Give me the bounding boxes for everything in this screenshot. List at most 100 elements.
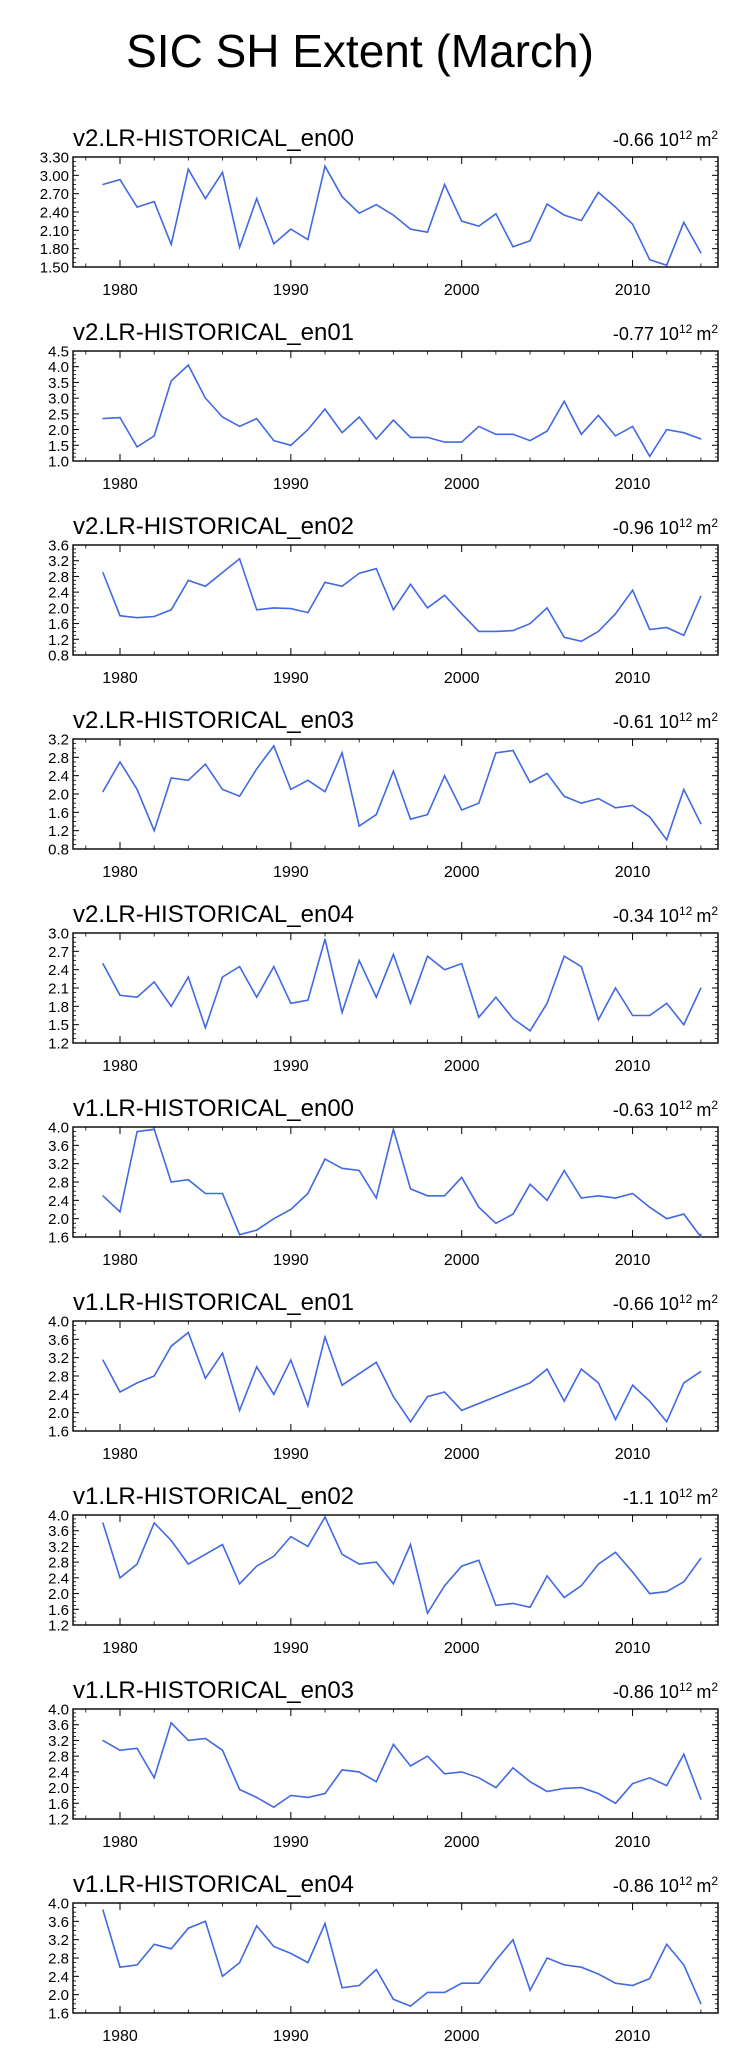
data-point xyxy=(478,425,480,428)
data-point xyxy=(529,1781,531,1783)
x-tick-label: 2000 xyxy=(444,864,480,881)
data-point xyxy=(221,976,224,978)
data-point xyxy=(409,1765,412,1767)
y-tick-label: 4.5 xyxy=(48,344,69,361)
data-point xyxy=(631,1783,634,1785)
data-point xyxy=(392,953,394,955)
data-point xyxy=(478,630,480,633)
data-point xyxy=(409,1188,412,1190)
data-point xyxy=(307,1961,309,1964)
data-point xyxy=(461,1982,463,1984)
data-point xyxy=(392,1128,394,1130)
data-point xyxy=(546,607,548,609)
y-tick-label: 1.8 xyxy=(48,999,69,1016)
data-point xyxy=(392,1583,394,1585)
data-point xyxy=(614,206,617,208)
x-tick-label: 1980 xyxy=(102,282,138,299)
x-tick-label: 2000 xyxy=(444,1058,480,1075)
series-line xyxy=(102,1515,702,1616)
data-point xyxy=(580,1197,582,1199)
x-tick-label: 1990 xyxy=(273,1446,309,1463)
data-point xyxy=(136,1382,138,1384)
y-tick-label: 1.2 xyxy=(48,1618,69,1635)
data-point xyxy=(461,1771,463,1773)
y-tick-label: 2.0 xyxy=(48,1405,69,1422)
data-point xyxy=(256,1366,258,1368)
data-point xyxy=(700,1370,702,1373)
data-point xyxy=(204,1553,207,1555)
y-tick-label: 3.2 xyxy=(48,1733,69,1750)
data-point xyxy=(256,417,258,420)
trend-unit-exponent: 2 xyxy=(711,1098,718,1112)
data-point xyxy=(290,228,292,230)
data-point xyxy=(631,1192,634,1195)
data-point xyxy=(495,433,497,435)
data-point xyxy=(153,830,155,832)
data-point xyxy=(375,1561,377,1563)
data-point xyxy=(461,1409,463,1411)
data-point xyxy=(256,1229,258,1231)
data-point xyxy=(409,228,412,230)
data-point xyxy=(256,768,258,770)
data-point xyxy=(409,583,412,585)
data-point xyxy=(546,1002,548,1004)
data-point xyxy=(426,1991,429,1993)
data-point xyxy=(375,1361,377,1363)
data-point xyxy=(187,1331,189,1334)
data-point xyxy=(307,779,309,781)
y-tick-label: 2.8 xyxy=(48,1555,69,1572)
data-point xyxy=(700,595,702,597)
data-point xyxy=(649,1206,651,1208)
data-point xyxy=(614,1197,617,1199)
data-point xyxy=(221,1352,224,1354)
y-tick-label: 2.7 xyxy=(48,944,69,961)
data-point xyxy=(324,165,326,167)
data-point xyxy=(683,432,685,434)
data-point xyxy=(529,1989,531,1991)
data-point xyxy=(324,1923,326,1925)
data-point xyxy=(444,441,446,443)
data-point xyxy=(666,428,668,431)
data-point xyxy=(631,1384,634,1386)
data-point xyxy=(478,1402,480,1405)
data-point xyxy=(683,1024,685,1026)
data-point xyxy=(666,1943,668,1945)
data-point xyxy=(700,823,702,825)
data-point xyxy=(546,1199,548,1201)
y-tick-label: 1.6 xyxy=(48,1424,69,1441)
data-point xyxy=(170,1539,172,1542)
data-point xyxy=(375,1197,377,1199)
data-point xyxy=(392,609,394,611)
data-point xyxy=(204,1192,207,1195)
trend-unit-exponent: 2 xyxy=(711,1486,718,1500)
y-tick-label: 2.8 xyxy=(48,569,69,586)
data-point xyxy=(221,571,224,574)
y-tick-label: 1.50 xyxy=(40,260,69,277)
panel-title: v2.LR-HISTORICAL_en02 xyxy=(73,513,354,540)
data-point xyxy=(631,1014,634,1017)
figure-title: SIC SH Extent (March) xyxy=(126,25,594,77)
x-tick-label: 2010 xyxy=(615,1252,651,1269)
y-tick-label: 1.5 xyxy=(48,1017,69,1034)
data-point xyxy=(358,1373,360,1375)
trend-unit-exponent: 2 xyxy=(711,516,718,530)
x-tick-label: 2000 xyxy=(444,282,480,299)
y-tick-label: 1.80 xyxy=(40,241,69,258)
data-point xyxy=(461,613,463,615)
y-tick-label: 3.30 xyxy=(40,150,69,167)
data-point xyxy=(136,446,138,448)
data-point xyxy=(375,814,377,816)
data-point xyxy=(409,436,412,439)
trend-label: -0.77 1012 m2 xyxy=(613,322,718,344)
data-point xyxy=(529,240,531,242)
data-point xyxy=(666,626,668,629)
trend-value: -0.77 10 xyxy=(613,324,679,344)
trend-value: -0.34 10 xyxy=(613,906,679,926)
data-point xyxy=(221,171,224,173)
data-point xyxy=(324,1336,326,1338)
data-point xyxy=(324,1516,326,1518)
data-point xyxy=(273,745,275,747)
data-point xyxy=(614,1982,617,1984)
panel-title: v2.LR-HISTORICAL_en04 xyxy=(73,901,354,928)
data-point xyxy=(341,585,343,587)
